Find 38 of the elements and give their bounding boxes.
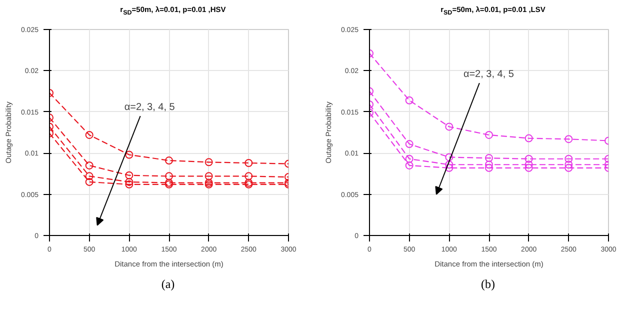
text: (a) bbox=[161, 276, 175, 294]
point bbox=[125, 180, 134, 189]
point bbox=[85, 162, 94, 170]
point bbox=[524, 161, 533, 170]
point bbox=[85, 172, 94, 181]
point bbox=[125, 178, 134, 186]
point bbox=[405, 162, 414, 170]
point bbox=[244, 159, 253, 168]
annotation: α=2, 3, 4, 5 bbox=[124, 102, 176, 114]
point bbox=[125, 172, 134, 180]
point bbox=[405, 140, 414, 148]
text: (b) bbox=[481, 276, 495, 294]
point bbox=[485, 164, 493, 172]
point bbox=[564, 136, 573, 144]
point bbox=[244, 172, 253, 181]
point bbox=[85, 178, 94, 186]
point bbox=[445, 154, 454, 162]
point bbox=[524, 155, 533, 164]
point bbox=[524, 134, 533, 143]
point bbox=[485, 154, 493, 162]
point bbox=[204, 172, 213, 181]
point bbox=[564, 155, 573, 164]
annotation: α=2, 3, 4, 5 bbox=[463, 69, 514, 80]
point bbox=[165, 156, 173, 165]
point bbox=[445, 123, 454, 132]
point bbox=[445, 161, 454, 170]
point bbox=[405, 96, 414, 105]
point bbox=[564, 161, 573, 170]
point bbox=[405, 155, 414, 164]
point bbox=[485, 161, 493, 170]
point bbox=[125, 151, 134, 160]
point bbox=[204, 158, 213, 167]
point bbox=[445, 164, 454, 172]
point bbox=[524, 164, 533, 172]
point bbox=[85, 131, 94, 140]
point bbox=[485, 131, 493, 140]
point bbox=[165, 172, 173, 181]
point bbox=[564, 164, 573, 172]
